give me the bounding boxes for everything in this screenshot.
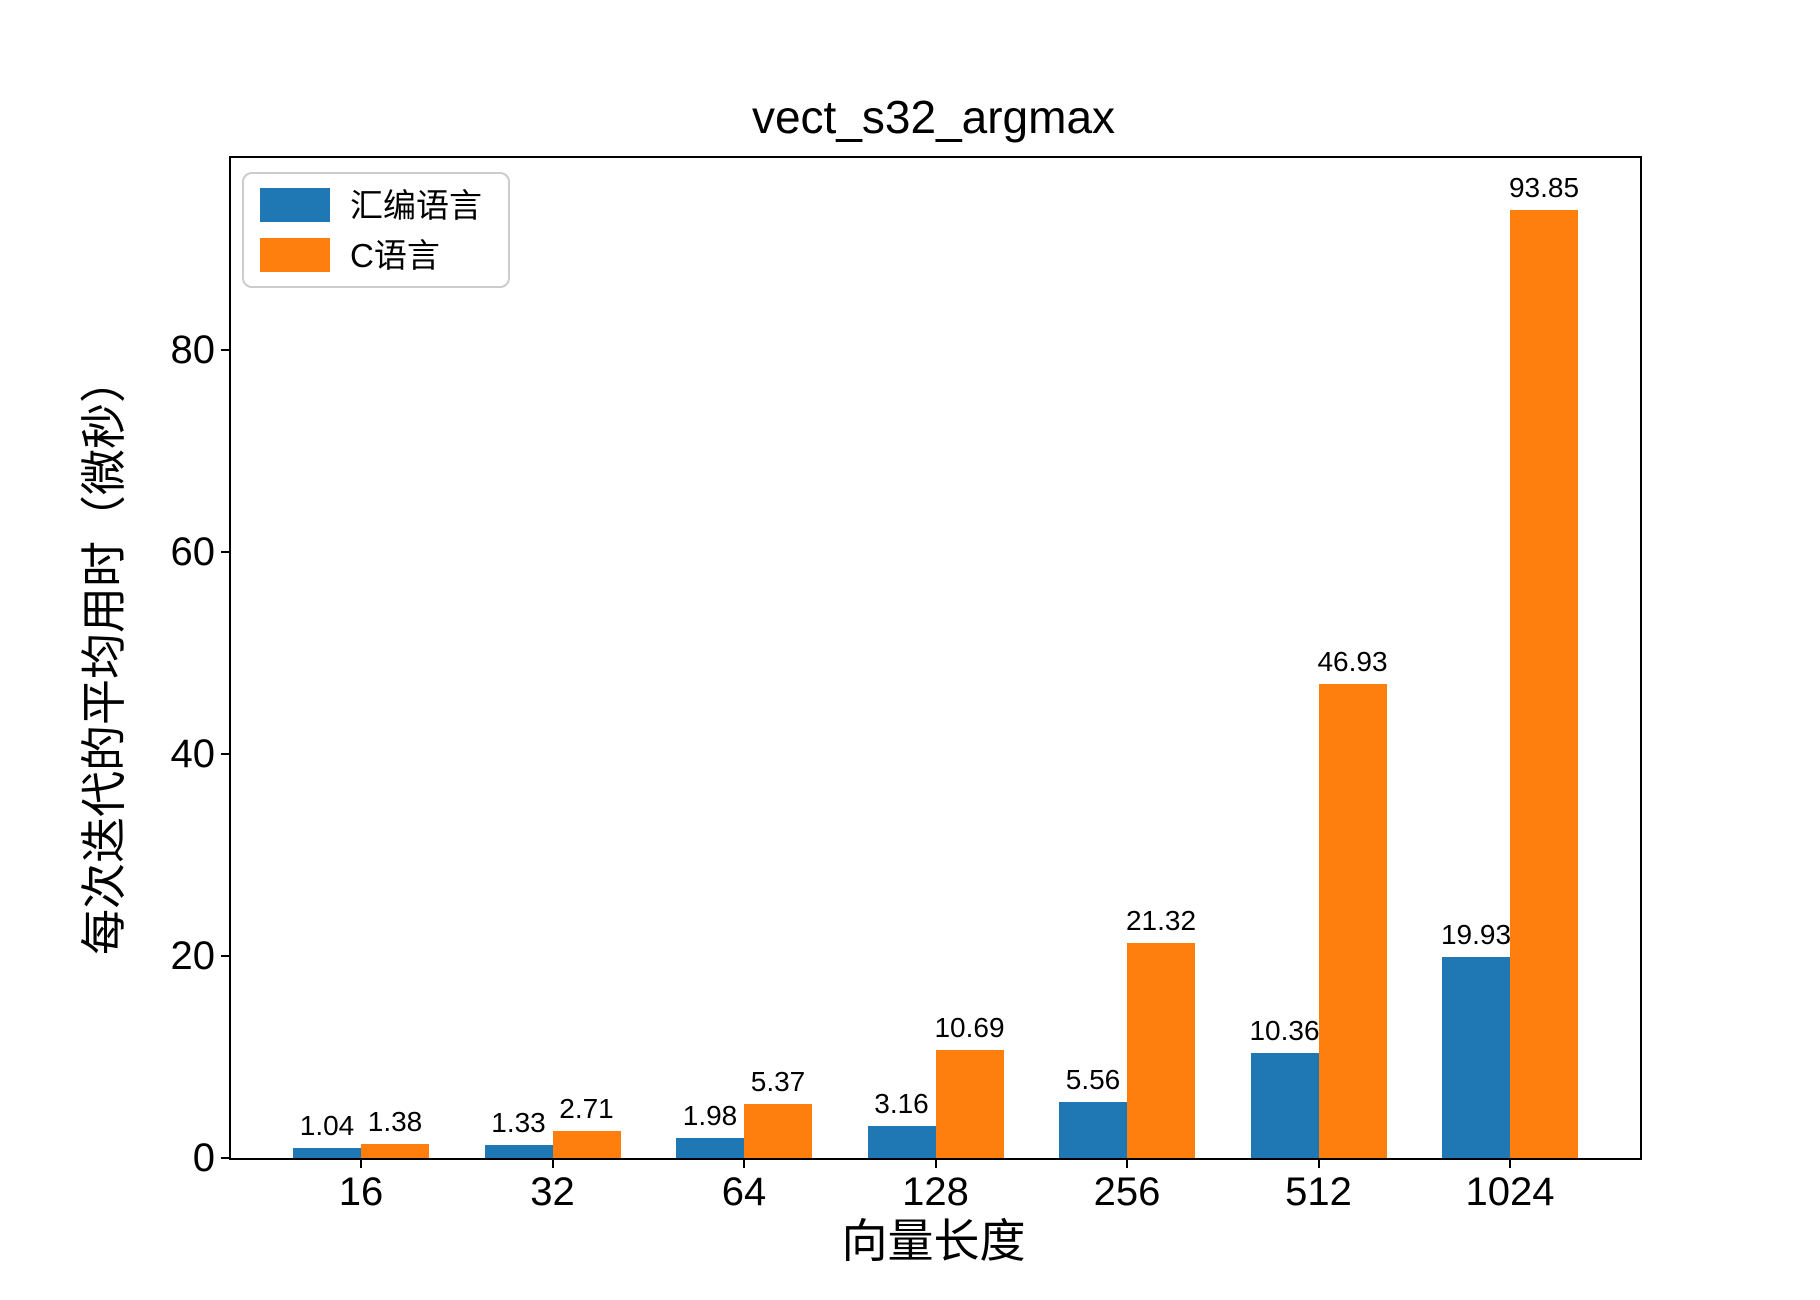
legend: 汇编语言 C语言 bbox=[242, 172, 510, 288]
y-tick-mark bbox=[221, 752, 231, 755]
x-tick-label: 64 bbox=[721, 1170, 767, 1214]
y-tick-label: 20 bbox=[170, 933, 216, 978]
y-axis-label: 每次迭代的平均用时（微秒） bbox=[78, 357, 130, 955]
y-tick-mark bbox=[221, 348, 231, 351]
bar-c-language-1024 bbox=[1510, 210, 1578, 1158]
bar-value-label-assembly-16: 1.04 bbox=[299, 1109, 355, 1141]
bar-value-label-c-language-256: 21.32 bbox=[1125, 904, 1197, 936]
bar-c-language-64 bbox=[744, 1103, 812, 1158]
x-tick-label: 256 bbox=[1093, 1170, 1161, 1214]
legend-entry-assembly: 汇编语言 bbox=[260, 188, 482, 222]
bars-layer: 1.04 1.38 1.33 2.71 1.98 5.37 3.16 10.69 5.56 21.… bbox=[231, 158, 1640, 1158]
x-axis-ticks: 16 32 64 128 256 512 1024 bbox=[231, 158, 1640, 1212]
x-tick-mark bbox=[360, 1158, 362, 1168]
x-tick-mark bbox=[1126, 1158, 1128, 1168]
legend-swatch-assembly bbox=[260, 188, 330, 222]
y-tick-label: 40 bbox=[170, 731, 216, 776]
bar-assembly-512 bbox=[1250, 1053, 1319, 1158]
x-tick-label: 32 bbox=[530, 1170, 575, 1214]
y-tick-mark bbox=[221, 954, 231, 957]
y-tick-label: 0 bbox=[192, 1136, 215, 1180]
bar-assembly-256 bbox=[1059, 1101, 1127, 1158]
bar-value-label-assembly-128: 3.16 bbox=[874, 1088, 929, 1120]
bar-value-label-assembly-256: 5.56 bbox=[1065, 1063, 1121, 1095]
plot-area: 1.04 1.38 1.33 2.71 1.98 5.37 3.16 10.69 5.56 21.… bbox=[171, 156, 1642, 1212]
y-tick-mark bbox=[221, 1157, 231, 1159]
legend-label-c-language: C语言 bbox=[350, 236, 440, 274]
bar-value-label-assembly-64: 1.98 bbox=[682, 1100, 738, 1131]
x-tick-label: 1024 bbox=[1465, 1170, 1555, 1214]
y-tick-mark bbox=[221, 550, 231, 553]
bar-c-language-128 bbox=[935, 1050, 1004, 1158]
y-tick-label: 80 bbox=[170, 327, 216, 372]
bar-c-language-32 bbox=[552, 1130, 621, 1158]
bar-value-label-assembly-1024: 19.93 bbox=[1440, 918, 1512, 950]
bar-assembly-1024 bbox=[1442, 956, 1510, 1158]
x-tick-mark bbox=[743, 1158, 745, 1168]
bar-value-label-c-language-16: 1.38 bbox=[367, 1106, 423, 1138]
bar-c-language-256 bbox=[1127, 942, 1195, 1158]
bar-assembly-16 bbox=[293, 1147, 361, 1158]
legend-entry-c-language: C语言 bbox=[260, 238, 482, 272]
x-axis-label: 向量长度 bbox=[841, 1215, 1026, 1267]
x-tick-mark bbox=[1317, 1158, 1320, 1168]
bar-value-label-assembly-512: 10.36 bbox=[1249, 1015, 1320, 1047]
x-tick-mark bbox=[934, 1158, 937, 1168]
bar-value-label-c-language-128: 10.69 bbox=[934, 1012, 1005, 1044]
bar-value-label-c-language-64: 5.37 bbox=[750, 1065, 806, 1097]
bar-c-language-16 bbox=[361, 1144, 429, 1158]
bar-value-label-c-language-32: 2.71 bbox=[559, 1092, 614, 1124]
y-tick-label: 60 bbox=[170, 529, 216, 574]
legend-swatch-c-language bbox=[260, 238, 330, 272]
bar-c-language-512 bbox=[1318, 683, 1387, 1158]
bar-assembly-32 bbox=[484, 1144, 553, 1158]
x-tick-label: 128 bbox=[902, 1170, 969, 1214]
x-tick-label: 16 bbox=[338, 1170, 384, 1214]
bar-value-label-c-language-1024: 93.85 bbox=[1508, 172, 1580, 204]
x-tick-mark bbox=[1509, 1158, 1511, 1168]
bar-assembly-64 bbox=[676, 1138, 744, 1158]
x-tick-label: 512 bbox=[1285, 1170, 1352, 1214]
bar-value-label-assembly-32: 1.33 bbox=[491, 1106, 546, 1138]
x-tick-mark bbox=[551, 1158, 554, 1168]
bar-assembly-128 bbox=[867, 1126, 936, 1158]
bar-value-label-c-language-512: 46.93 bbox=[1317, 645, 1388, 677]
legend-label-assembly: 汇编语言 bbox=[350, 186, 482, 224]
chart-title: vect_s32_argmax bbox=[751, 91, 1116, 143]
y-axis-ticks: 0 20 40 60 80 bbox=[171, 158, 1640, 1178]
